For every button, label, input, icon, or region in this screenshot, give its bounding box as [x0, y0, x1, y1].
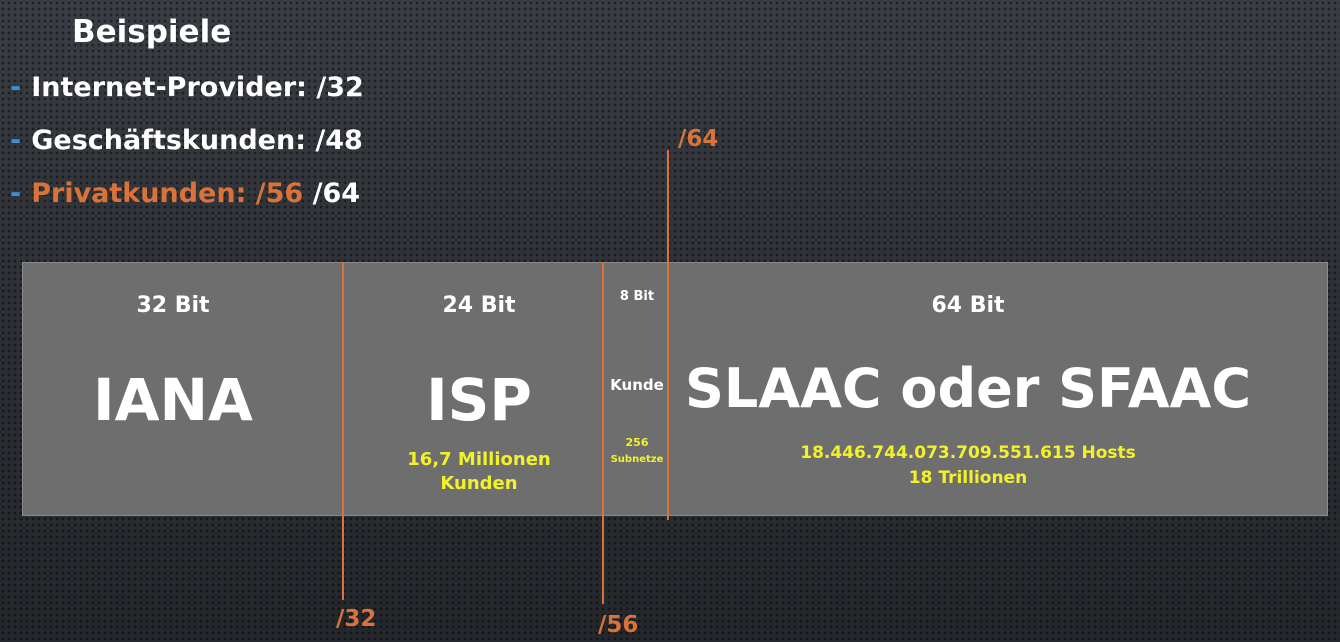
- iana-bits: 32 Bit: [136, 293, 210, 318]
- private-customers-alt-prefix: /64: [303, 178, 361, 209]
- slaac-bits: 64 Bit: [931, 293, 1005, 318]
- bullet-dash: -: [10, 72, 22, 103]
- isp-bits: 24 Bit: [442, 293, 516, 318]
- internet-provider-label: Internet-Provider: /32: [31, 72, 364, 103]
- customer-label: Kunde: [610, 376, 664, 394]
- boundary-label-64: /64: [678, 126, 719, 152]
- customer-bits: 8 Bit: [619, 289, 655, 304]
- slaac-label: SLAAC oder SFAAC: [685, 357, 1251, 420]
- list-item-private-customers: - Privatkunden: /56 /64: [10, 174, 364, 227]
- example-list: - Internet-Provider: /32 - Geschäftskunden…: [10, 68, 364, 227]
- private-customers-label: Privatkunden: /56: [31, 178, 304, 209]
- business-customers-label: Geschäftskunden: /48: [31, 125, 363, 156]
- boundary-label-56: /56: [598, 612, 639, 638]
- boundary-line-56: [602, 262, 604, 604]
- slaac-hosts-label: 18 Trillionen: [908, 468, 1028, 488]
- iana-label: IANA: [93, 366, 253, 434]
- bullet-dash: -: [10, 125, 22, 156]
- boundary-line-64: [667, 150, 669, 520]
- customer-subnets-label: Subnetze: [610, 454, 664, 465]
- list-item-business-customers: - Geschäftskunden: /48: [10, 121, 364, 174]
- boundary-label-32: /32: [336, 606, 377, 632]
- list-item-internet-provider: - Internet-Provider: /32: [10, 68, 364, 121]
- customer-subnets-count: 256: [625, 436, 649, 449]
- boundary-line-32: [342, 262, 344, 600]
- isp-customers-label: Kunden: [440, 473, 518, 494]
- bullet-dash: -: [10, 178, 22, 209]
- page-title: Beispiele: [72, 14, 232, 50]
- address-band: 32 Bit IANA 24 Bit ISP 16,7 Millionen Ku…: [22, 262, 1328, 516]
- isp-label: ISP: [426, 366, 532, 434]
- isp-customers-count: 16,7 Millionen: [407, 449, 551, 470]
- slaac-hosts-count: 18.446.744.073.709.551.615 Hosts: [800, 443, 1136, 463]
